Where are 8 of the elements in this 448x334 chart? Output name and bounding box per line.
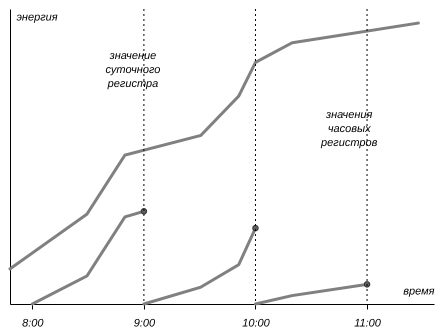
x-tick-label: 10:00 <box>242 318 271 330</box>
x-tick-label: 9:00 <box>134 318 156 330</box>
x-axis-title: время <box>403 286 435 298</box>
y-axis-title: энергия <box>16 12 58 24</box>
annotation: значение суточного регистра <box>106 50 160 90</box>
x-tick-label: 11:00 <box>354 318 382 330</box>
annotation: значения часовых регистров <box>320 109 378 150</box>
x-tick-label: 8:00 <box>22 318 44 330</box>
